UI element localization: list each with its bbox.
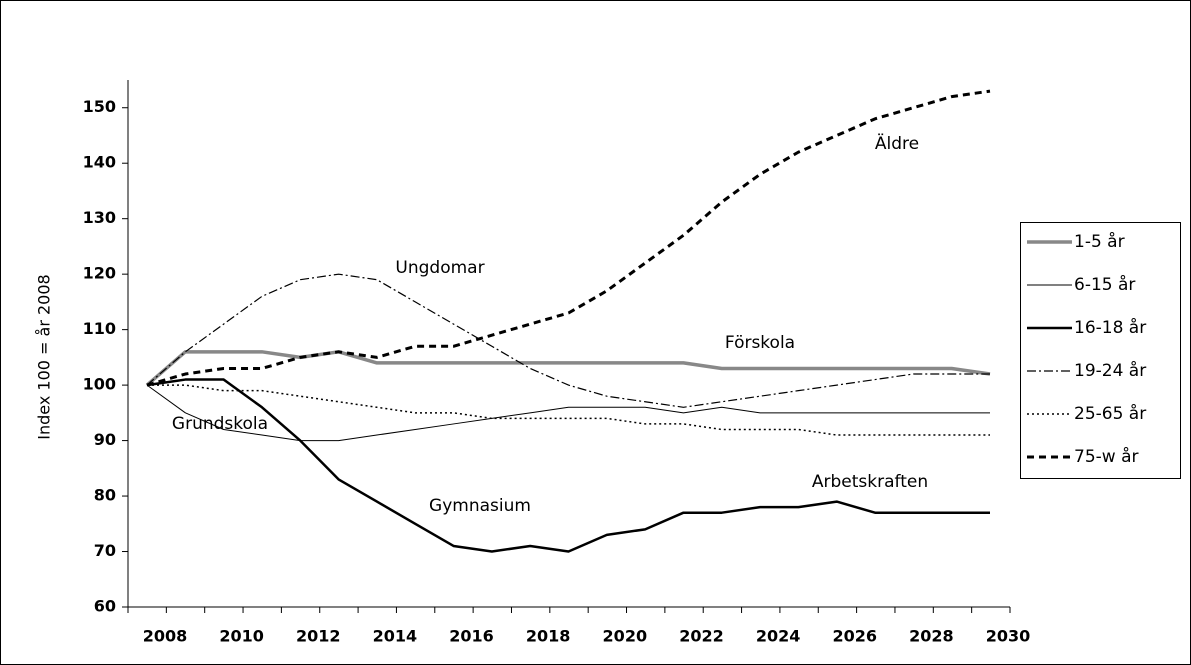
y-tick-label: 60 <box>94 597 116 616</box>
x-tick-label: 2020 <box>603 627 648 646</box>
y-tick-label: 130 <box>83 208 116 227</box>
y-tick-label: 140 <box>83 153 116 172</box>
y-tick-label: 110 <box>83 319 116 338</box>
annotation: Ungdomar <box>395 258 484 278</box>
y-tick-label: 120 <box>83 264 116 283</box>
x-tick-label: 2018 <box>526 627 571 646</box>
legend-label: 1-5 år <box>1074 231 1125 252</box>
x-tick-label: 2010 <box>219 627 264 646</box>
x-tick-label: 2012 <box>296 627 341 646</box>
y-tick-label: 150 <box>83 97 116 116</box>
series-line <box>146 378 990 553</box>
annotation: Grundskola <box>172 414 268 434</box>
y-axis-label: Index 100 = år 2008 <box>35 274 54 439</box>
y-tick-label: 80 <box>94 486 116 505</box>
x-tick-label: 2026 <box>832 627 877 646</box>
y-tick-label: 90 <box>94 430 116 449</box>
series-line <box>147 384 990 436</box>
legend-box <box>1020 222 1181 479</box>
annotation: Gymnasium <box>429 496 531 516</box>
series-line <box>146 384 990 442</box>
y-tick-label: 100 <box>83 375 116 394</box>
annotation: Äldre <box>875 133 919 154</box>
x-tick-label: 2016 <box>449 627 494 646</box>
legend-label: 6-15 år <box>1074 274 1135 295</box>
legend-label: 75-w år <box>1074 446 1138 467</box>
x-tick-label: 2024 <box>756 627 801 646</box>
x-tick-label: 2014 <box>373 627 418 646</box>
x-tick-label: 2028 <box>909 627 954 646</box>
legend-label: 16-18 år <box>1074 317 1146 338</box>
annotation: Arbetskraften <box>812 472 928 492</box>
x-tick-label: 2030 <box>986 627 1031 646</box>
series-line <box>146 273 990 408</box>
x-tick-label: 2022 <box>679 627 724 646</box>
legend-label: 19-24 år <box>1074 360 1146 381</box>
y-tick-label: 70 <box>94 541 116 560</box>
x-tick-label: 2008 <box>143 627 188 646</box>
annotation: Förskola <box>725 333 795 353</box>
series-line <box>145 350 991 387</box>
series-line <box>146 89 991 387</box>
legend-label: 25-65 år <box>1074 403 1146 424</box>
